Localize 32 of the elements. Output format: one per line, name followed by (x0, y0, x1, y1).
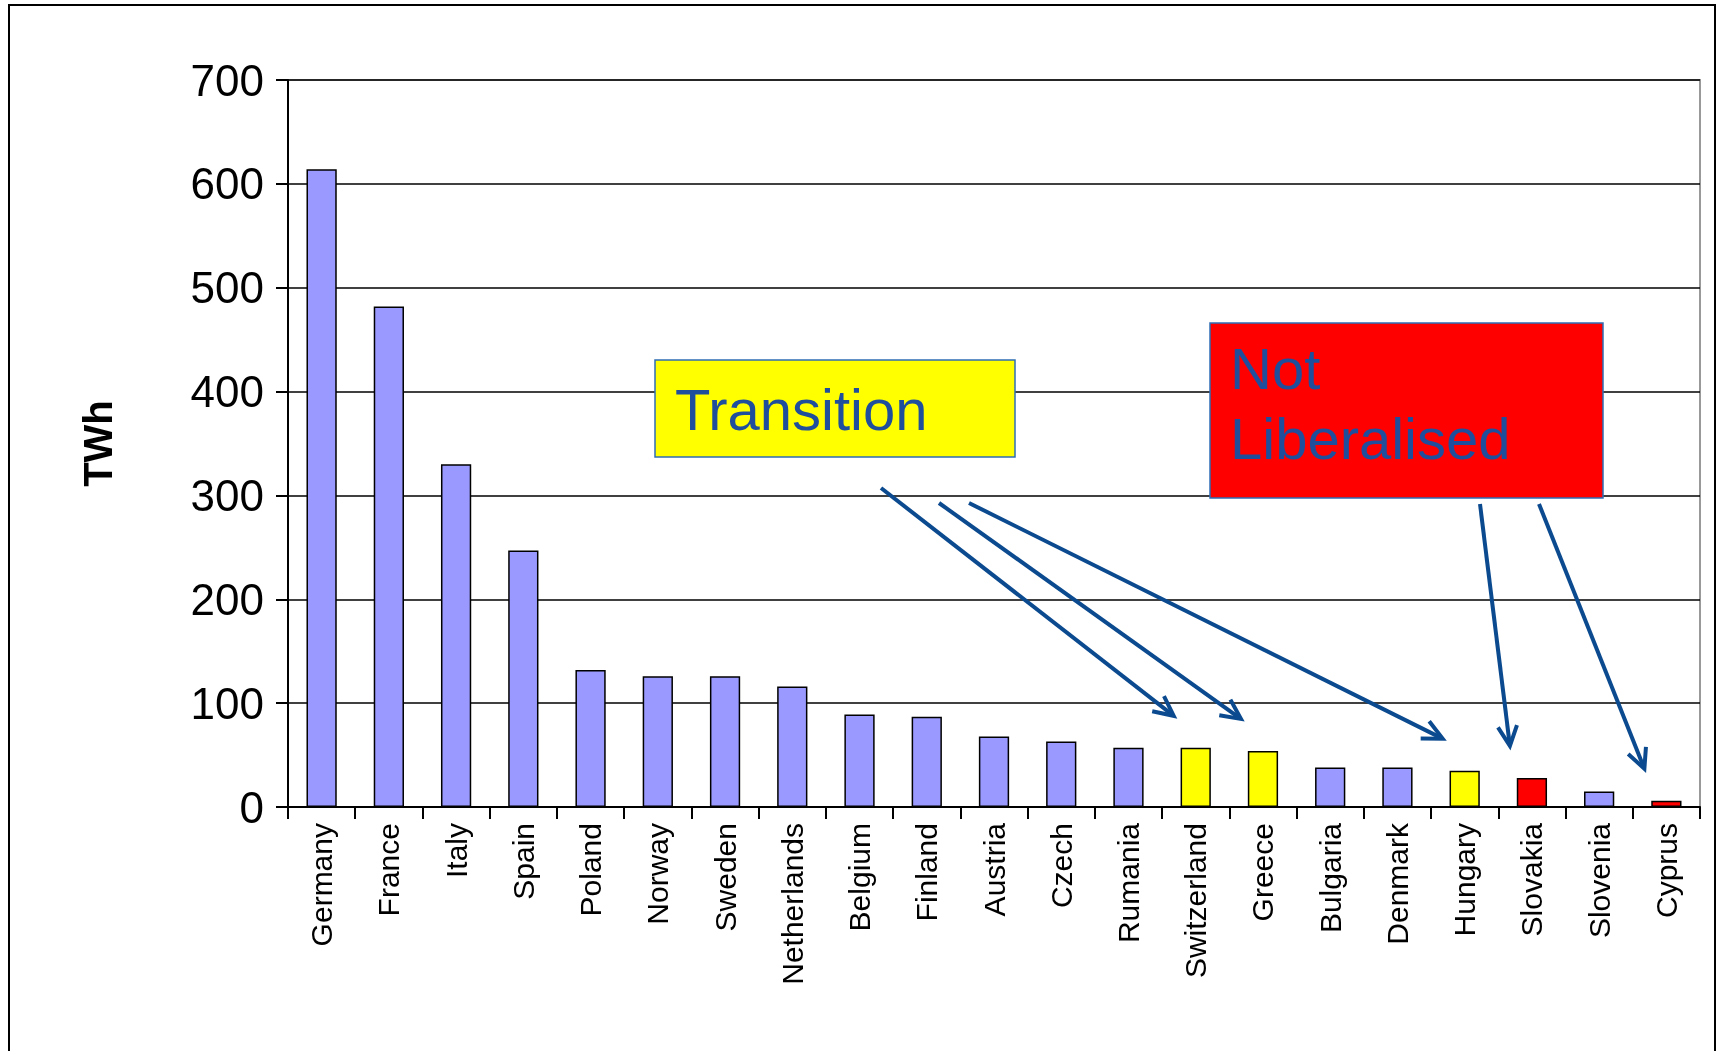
x-tick-label: Czech (1044, 823, 1078, 909)
x-tick-label: Belgium (843, 823, 877, 932)
x-tick-label: Netherlands (775, 823, 809, 985)
x-tick-label: Cyprus (1649, 823, 1683, 919)
x-tick-label: Sweden (708, 823, 742, 932)
x-tick-label: France (372, 823, 406, 917)
x-tick-label: Germany (305, 823, 339, 947)
y-axis-title: TWh (76, 400, 120, 487)
annotation: Transition (675, 376, 928, 442)
x-tick-label: Bulgaria (1313, 822, 1347, 934)
y-tick-label: 200 (190, 574, 264, 624)
x-tick-label: Austria (977, 822, 1011, 917)
x-tick-label: Denmark (1380, 822, 1414, 945)
x-tick-label: Norway (641, 823, 675, 925)
annotation: Not Liberalised (1230, 335, 1511, 471)
y-tick-label: 700 (190, 55, 264, 105)
x-tick-label: Switzerland (1179, 823, 1213, 979)
x-tick-label: Finland (910, 823, 944, 922)
y-tick-label: 600 (190, 159, 264, 209)
x-tick-label: Greece (1246, 823, 1280, 922)
y-tick-label: 100 (190, 678, 264, 728)
x-tick-label: Hungary (1448, 823, 1482, 937)
y-tick-label: 0 (239, 782, 264, 832)
x-tick-label: Italy (439, 823, 473, 879)
y-tick-label: 500 (190, 263, 264, 313)
y-tick-label: 400 (190, 367, 264, 417)
x-tick-label: Poland (574, 823, 608, 917)
y-tick-label: 300 (190, 470, 264, 520)
x-tick-label: Rumania (1111, 822, 1145, 944)
x-tick-label: Slovakia (1515, 822, 1549, 937)
x-tick-label: Spain (506, 823, 540, 900)
x-tick-label: Slovenia (1582, 822, 1616, 939)
